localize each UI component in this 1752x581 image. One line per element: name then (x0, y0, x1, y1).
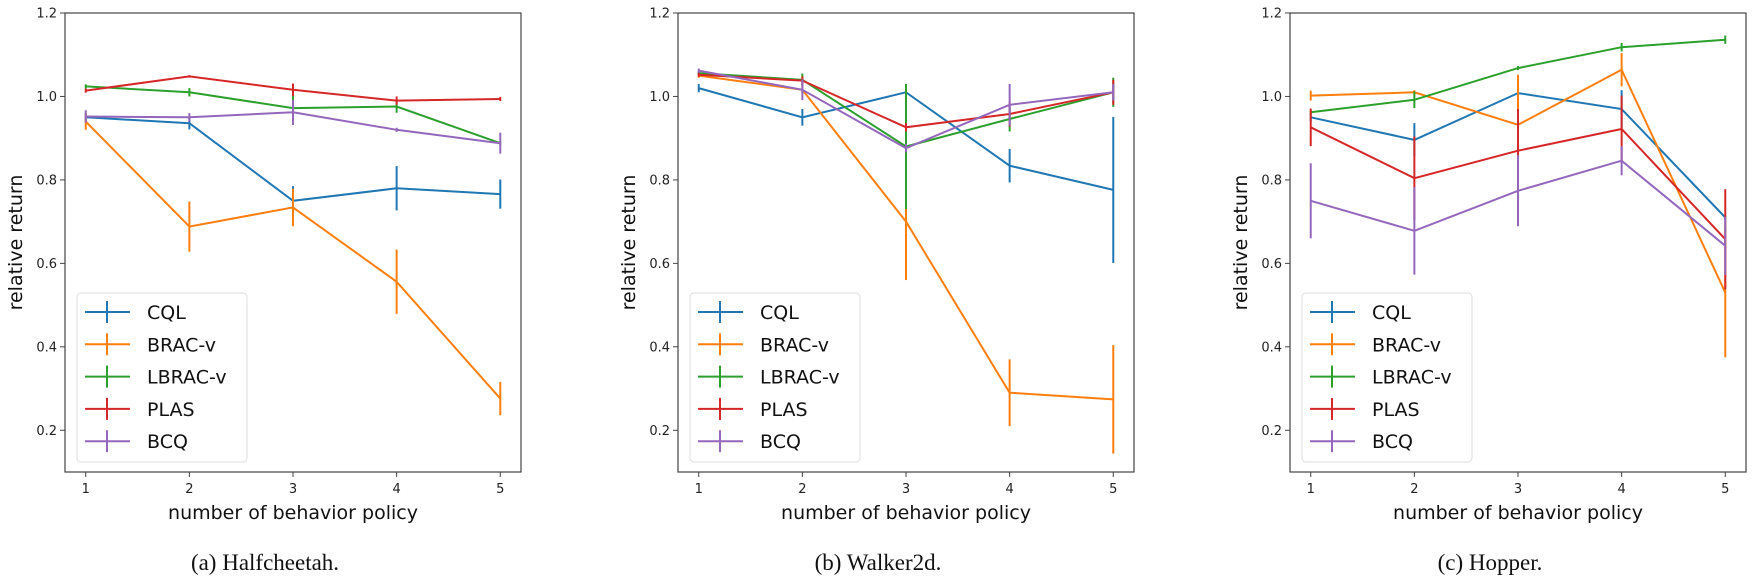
y-tick-label: 1.0 (36, 90, 57, 105)
x-tick-label: 5 (496, 482, 504, 497)
subplot-caption: (b) Walker2d. (815, 550, 942, 575)
y-tick-label: 0.6 (1261, 257, 1282, 272)
y-tick-label: 0.8 (649, 173, 670, 188)
y-tick-label: 0.6 (649, 257, 670, 272)
legend-item-lbrac-v: LBRAC-v (698, 365, 840, 389)
x-tick-label: 1 (82, 482, 90, 497)
x-tick-label: 3 (289, 482, 297, 497)
y-tick-label: 1.2 (649, 7, 670, 22)
x-axis-label: number of behavior policy (781, 502, 1031, 524)
subplot-caption: (c) Hopper. (1438, 550, 1543, 575)
series-bcq (84, 99, 502, 154)
series-bcq (1309, 146, 1727, 276)
series-plas (84, 75, 502, 105)
legend-label: BRAC-v (147, 334, 216, 356)
series-bcq (697, 68, 1115, 153)
legend: CQL BRAC-v LBRAC-v PLAS BCQ (1301, 292, 1473, 463)
legend-label: BRAC-v (1372, 334, 1441, 356)
legend-label: CQL (147, 302, 186, 324)
y-tick-label: 0.2 (36, 424, 57, 439)
y-axis-label: relative return (618, 175, 640, 311)
y-tick-label: 0.4 (36, 340, 57, 355)
legend-label: BCQ (760, 431, 801, 453)
legend-label: CQL (760, 302, 799, 324)
legend-box (689, 292, 861, 463)
legend-item-plas: PLAS (1310, 397, 1420, 421)
legend-item-brac-v: BRAC-v (85, 333, 216, 356)
legend-item-cql: CQL (85, 301, 186, 324)
legend-item-plas: PLAS (698, 397, 808, 421)
subplot-2: 0.2 0.4 0.6 0.8 1.0 1.2 1 2 3 4 5 number of behavio… (618, 7, 1135, 575)
x-axis-label: number of behavior policy (168, 502, 418, 524)
x-tick-label: 5 (1721, 482, 1729, 497)
legend-label: LBRAC-v (1372, 367, 1452, 389)
legend-label: CQL (1372, 302, 1411, 324)
legend: CQL BRAC-v LBRAC-v PLAS BCQ (689, 292, 861, 463)
legend-box (1301, 292, 1473, 463)
legend-label: PLAS (760, 399, 808, 421)
legend-item-lbrac-v: LBRAC-v (85, 365, 227, 389)
x-tick-label: 2 (185, 482, 193, 497)
legend-label: BCQ (147, 431, 188, 453)
x-tick-label: 4 (392, 482, 400, 497)
x-tick-label: 2 (1410, 482, 1418, 497)
y-tick-label: 0.8 (1261, 173, 1282, 188)
x-tick-label: 1 (1307, 482, 1315, 497)
legend-label: BRAC-v (760, 334, 829, 356)
x-tick-label: 4 (1005, 482, 1013, 497)
subplot-3: 0.2 0.4 0.6 0.8 1.0 1.2 1 2 3 4 5 number of behavio… (1230, 7, 1747, 575)
y-tick-label: 0.4 (649, 340, 670, 355)
y-tick-label: 1.0 (649, 90, 670, 105)
legend-label: PLAS (1372, 399, 1420, 421)
legend-label: PLAS (147, 399, 195, 421)
legend-item-cql: CQL (1310, 301, 1411, 324)
series-lbrac-v (697, 71, 1115, 210)
legend-item-brac-v: BRAC-v (1310, 333, 1441, 356)
legend-box (76, 292, 248, 463)
y-tick-label: 0.2 (649, 424, 670, 439)
legend-item-bcq: BCQ (698, 430, 801, 453)
legend: CQL BRAC-v LBRAC-v PLAS BCQ (76, 292, 248, 463)
y-axis-label: relative return (5, 175, 27, 311)
legend-label: LBRAC-v (760, 367, 840, 389)
series-brac-v (84, 113, 502, 416)
x-tick-label: 3 (1514, 482, 1522, 497)
legend-item-bcq: BCQ (1310, 430, 1413, 453)
y-axis-label: relative return (1230, 175, 1252, 311)
y-tick-label: 0.6 (36, 257, 57, 272)
x-tick-label: 3 (902, 482, 910, 497)
legend-item-lbrac-v: LBRAC-v (1310, 365, 1452, 389)
legend-item-bcq: BCQ (85, 430, 188, 453)
legend-label: LBRAC-v (147, 367, 227, 389)
y-tick-label: 0.8 (36, 173, 57, 188)
x-tick-label: 1 (695, 482, 703, 497)
legend-item-cql: CQL (698, 301, 799, 324)
y-tick-label: 1.0 (1261, 90, 1282, 105)
y-tick-label: 0.4 (1261, 340, 1282, 355)
subplot-caption: (a) Halfcheetah. (191, 550, 339, 575)
x-tick-label: 2 (798, 482, 806, 497)
y-tick-label: 1.2 (1261, 7, 1282, 22)
subplot-1: 0.2 0.4 0.6 0.8 1.0 1.2 1 2 3 4 5 number of behavio… (5, 7, 522, 575)
y-tick-label: 0.2 (1261, 424, 1282, 439)
x-axis-label: number of behavior policy (1393, 502, 1643, 524)
legend-label: BCQ (1372, 431, 1413, 453)
x-tick-label: 5 (1109, 482, 1117, 497)
legend-item-plas: PLAS (85, 397, 195, 421)
x-tick-label: 4 (1617, 482, 1625, 497)
legend-item-brac-v: BRAC-v (698, 333, 829, 356)
y-tick-label: 1.2 (36, 7, 57, 22)
